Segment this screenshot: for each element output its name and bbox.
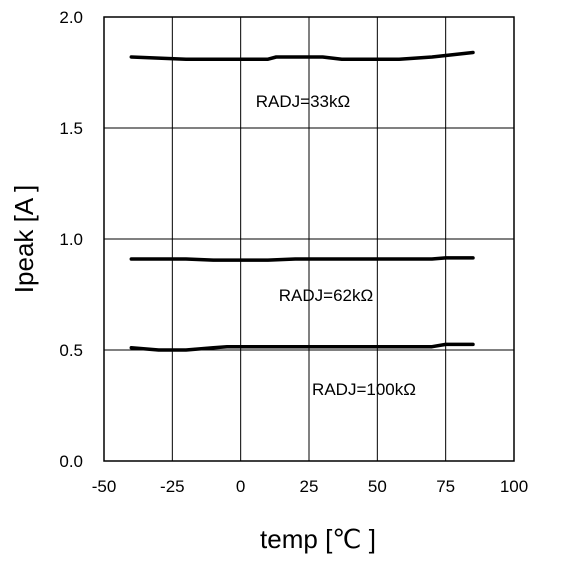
series-line (129, 342, 475, 352)
series-line (129, 50, 475, 61)
plot-area-frame (103, 16, 515, 462)
series-line (129, 256, 475, 262)
grid (104, 17, 514, 461)
series-label: RADJ=62kΩ (279, 286, 373, 305)
x-tick-label: -25 (160, 477, 185, 496)
series-label: RADJ=33kΩ (256, 92, 350, 111)
y-tick-label: 2.0 (59, 8, 83, 27)
y-tick-label: 0.0 (59, 452, 83, 471)
x-tick-label: 50 (368, 477, 387, 496)
x-tick-label: 75 (436, 477, 455, 496)
y-tick-label: 1.0 (59, 230, 83, 249)
series-label: RADJ=100kΩ (312, 380, 416, 399)
y-tick-labels: 0.0 0.5 1.0 1.5 2.0 (59, 8, 83, 471)
x-tick-labels: -50 -25 0 25 50 75 100 (92, 477, 528, 496)
x-tick-label: 0 (236, 477, 245, 496)
x-axis-title: temp [℃ ] (260, 524, 376, 554)
x-tick-label: -50 (92, 477, 117, 496)
x-tick-label: 100 (500, 477, 528, 496)
y-tick-label: 1.5 (59, 119, 83, 138)
y-tick-label: 0.5 (59, 341, 83, 360)
series-lines (129, 50, 475, 352)
x-tick-label: 25 (300, 477, 319, 496)
y-axis-title: Ipeak [A ] (9, 185, 39, 293)
series-labels: RADJ=33kΩ RADJ=62kΩ RADJ=100kΩ (256, 92, 416, 399)
